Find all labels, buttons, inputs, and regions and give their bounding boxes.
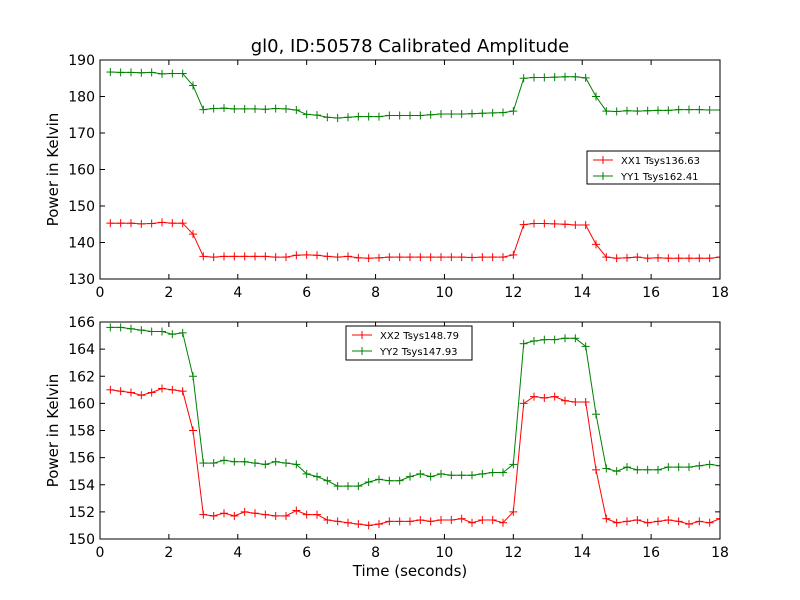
y-tick-label-1-4: 170 (68, 126, 95, 142)
y-tick-label-1-6: 190 (68, 53, 95, 69)
legend-label-2-1: XX2 Tsys148.79 (380, 331, 459, 342)
legend-label-2-2: YY2 Tsys147.93 (379, 347, 458, 358)
x-tick-label-1-2: 4 (233, 285, 242, 301)
x-tick-label-1-3: 6 (302, 285, 311, 301)
x-tick-label-1-8: 16 (642, 285, 660, 301)
x-tick-label-2-0: 0 (96, 545, 105, 561)
x-tick-label-2-5: 10 (436, 545, 454, 561)
x-axis-label-2: Time (seconds) (352, 562, 468, 580)
x-tick-label-2-6: 12 (504, 545, 522, 561)
x-tick-label-1-5: 10 (436, 285, 454, 301)
legend-label-1-1: XX1 Tsys136.63 (621, 156, 700, 167)
x-tick-label-1-6: 12 (504, 285, 522, 301)
x-tick-label-2-4: 8 (371, 545, 380, 561)
y-tick-label-2-2: 154 (68, 478, 95, 494)
y-tick-label-1-0: 130 (68, 272, 95, 288)
y-tick-label-1-1: 140 (68, 236, 95, 252)
series-1-1 (106, 218, 720, 263)
legend-box-1 (586, 150, 721, 185)
x-tick-label-1-1: 2 (164, 285, 173, 301)
x-tick-label-1-4: 8 (371, 285, 380, 301)
y-tick-label-2-3: 156 (68, 451, 95, 467)
x-tick-label-2-3: 6 (302, 545, 311, 561)
y-tick-label-2-4: 158 (68, 424, 95, 440)
y-tick-label-1-5: 180 (68, 90, 95, 106)
legend-label-1-2: YY1 Tsys162.41 (620, 172, 699, 183)
y-tick-label-2-7: 164 (68, 342, 95, 358)
x-tick-label-2-8: 16 (642, 545, 660, 561)
y-tick-label-2-1: 152 (68, 505, 95, 521)
x-tick-label-1-7: 14 (573, 285, 591, 301)
y-tick-label-2-6: 162 (68, 369, 95, 385)
y-axis-label-1: Power in Kelvin (44, 113, 62, 227)
y-tick-label-2-0: 150 (68, 532, 95, 548)
series-line-2-1 (110, 387, 720, 526)
y-tick-label-2-8: 166 (68, 315, 95, 331)
x-tick-label-1-0: 0 (96, 285, 105, 301)
series-1-2 (106, 68, 720, 123)
x-tick-label-2-2: 4 (233, 545, 242, 561)
x-tick-label-1-9: 18 (711, 285, 729, 301)
legend-1: XX1 Tsys136.63 YY1 Tsys162.41 (586, 150, 721, 185)
x-tick-label-2-1: 2 (164, 545, 173, 561)
x-tick-label-2-9: 18 (711, 545, 729, 561)
chart-panel-2: 0 2 4 6 8 10 12 14 16 18 150 152 154 156 158 160 162 164 1… (44, 315, 729, 580)
chart-panel-1: 0 2 4 6 8 10 12 14 16 18 130 140 150 160 170 180 190 gl0,… (44, 36, 729, 301)
series-line-1-1 (110, 221, 720, 259)
legend-2: XX2 Tsys148.79 YY2 Tsys147.93 (345, 325, 473, 361)
y-tick-label-1-2: 150 (68, 199, 95, 215)
y-tick-label-1-3: 160 (68, 163, 95, 179)
x-tick-label-2-7: 14 (573, 545, 591, 561)
y-axis-label-2: Power in Kelvin (44, 374, 62, 488)
series-2-1 (106, 384, 720, 530)
chart-title: gl0, ID:50578 Calibrated Amplitude (251, 36, 570, 57)
legend-box-2 (345, 325, 473, 361)
y-tick-label-2-5: 160 (68, 396, 95, 412)
series-2-2 (106, 323, 720, 491)
